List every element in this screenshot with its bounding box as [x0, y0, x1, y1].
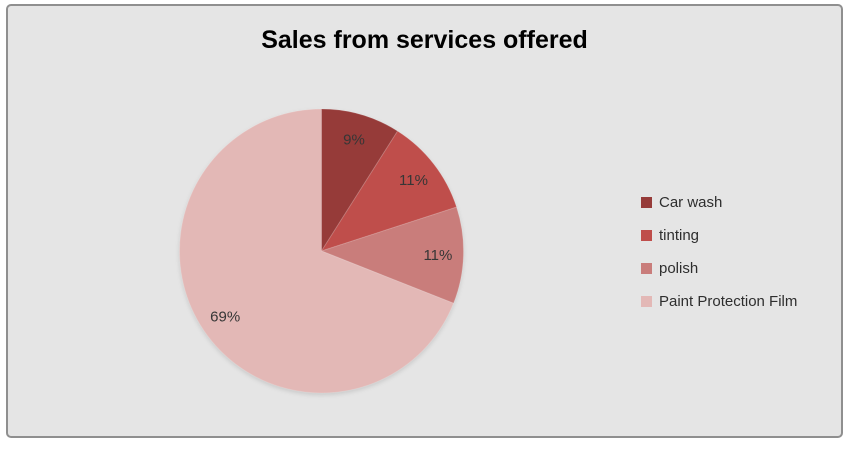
legend-label: Paint Protection Film	[659, 293, 798, 310]
legend-label: Car wash	[659, 194, 723, 211]
legend-swatch	[641, 197, 652, 208]
chart-frame[interactable]: Sales from services offered 9% 11% 11% 69% …	[6, 4, 843, 438]
pie-slice-car-wash[interactable]	[321, 108, 399, 252]
legend-item-polish[interactable]: polish	[641, 252, 797, 285]
legend-swatch	[641, 296, 652, 307]
legend-item-car-wash[interactable]: Car wash	[641, 186, 797, 219]
legend: Car wash tinting polish Paint Protection Fi…	[641, 186, 797, 318]
pie-slice-paint-protection-film[interactable]	[179, 108, 455, 394]
pie-slice-tinting[interactable]	[321, 130, 458, 252]
pie-slice-label-paint-protection-film: 69%	[210, 309, 240, 326]
legend-swatch	[641, 263, 652, 274]
pie-chart: 9% 11% 11% 69%	[179, 108, 464, 394]
legend-item-paint-protection-film[interactable]: Paint Protection Film	[641, 285, 797, 318]
chart-title: Sales from services offered	[261, 26, 588, 54]
legend-label: polish	[659, 260, 699, 277]
legend-swatch	[641, 230, 652, 241]
legend-item-tinting[interactable]: tinting	[641, 219, 797, 252]
pie-slice-label-tinting: 11%	[399, 172, 428, 189]
pie-slice-label-polish: 11%	[423, 247, 452, 264]
legend-label: tinting	[659, 227, 700, 244]
pie-slice-label-car-wash: 9%	[343, 131, 365, 148]
pie-slice-polish[interactable]	[321, 206, 464, 304]
